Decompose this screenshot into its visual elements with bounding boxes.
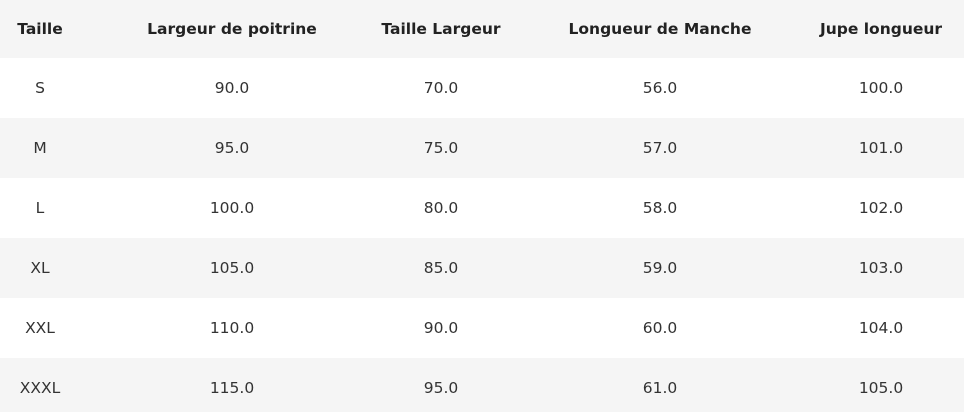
table-cell: 90.0 (423, 319, 459, 337)
header-cell: Taille Largeur (381, 20, 501, 38)
table-cell: 95.0 (423, 379, 459, 397)
table-cell: XL (30, 259, 50, 277)
table-cell: 110.0 (209, 319, 255, 337)
table-cell: 57.0 (642, 139, 678, 157)
table-cell: 104.0 (858, 319, 904, 337)
table-cell: 102.0 (858, 199, 904, 217)
table-row: L 100.0 80.0 58.0 102.0 (0, 178, 964, 238)
table-cell: 100.0 (209, 199, 255, 217)
table-cell: 90.0 (214, 79, 250, 97)
table-cell: 56.0 (642, 79, 678, 97)
table-cell: 103.0 (858, 259, 904, 277)
header-cell: Taille (17, 20, 63, 38)
table-cell: 70.0 (423, 79, 459, 97)
table-cell: L (35, 199, 45, 217)
header-cell: Longueur de Manche (568, 20, 752, 38)
table-cell: 105.0 (209, 259, 255, 277)
table-cell: 60.0 (642, 319, 678, 337)
table-row: XXXL 115.0 95.0 61.0 105.0 (0, 358, 964, 412)
table-cell: 105.0 (858, 379, 904, 397)
table-cell: 101.0 (858, 139, 904, 157)
table-row: S 90.0 70.0 56.0 100.0 (0, 58, 964, 118)
table-cell: 61.0 (642, 379, 678, 397)
header-row: Taille Largeur de poitrine Taille Largeur L… (0, 0, 964, 58)
table-cell: 75.0 (423, 139, 459, 157)
table-row: M 95.0 75.0 57.0 101.0 (0, 118, 964, 178)
table-cell: 95.0 (214, 139, 250, 157)
table-cell: 58.0 (642, 199, 678, 217)
table-row: XXL 110.0 90.0 60.0 104.0 (0, 298, 964, 358)
table-cell: 80.0 (423, 199, 459, 217)
table-cell: M (33, 139, 47, 157)
header-cell: Jupe longueur (819, 20, 943, 38)
table-cell: XXL (25, 319, 55, 337)
header-cell: Largeur de poitrine (147, 20, 317, 38)
table-row: XL 105.0 85.0 59.0 103.0 (0, 238, 964, 298)
table-cell: 100.0 (858, 79, 904, 97)
table-cell: 85.0 (423, 259, 459, 277)
table-cell: 115.0 (209, 379, 255, 397)
table-cell: S (35, 79, 45, 97)
table-cell: XXXL (19, 379, 61, 397)
table-cell: 59.0 (642, 259, 678, 277)
